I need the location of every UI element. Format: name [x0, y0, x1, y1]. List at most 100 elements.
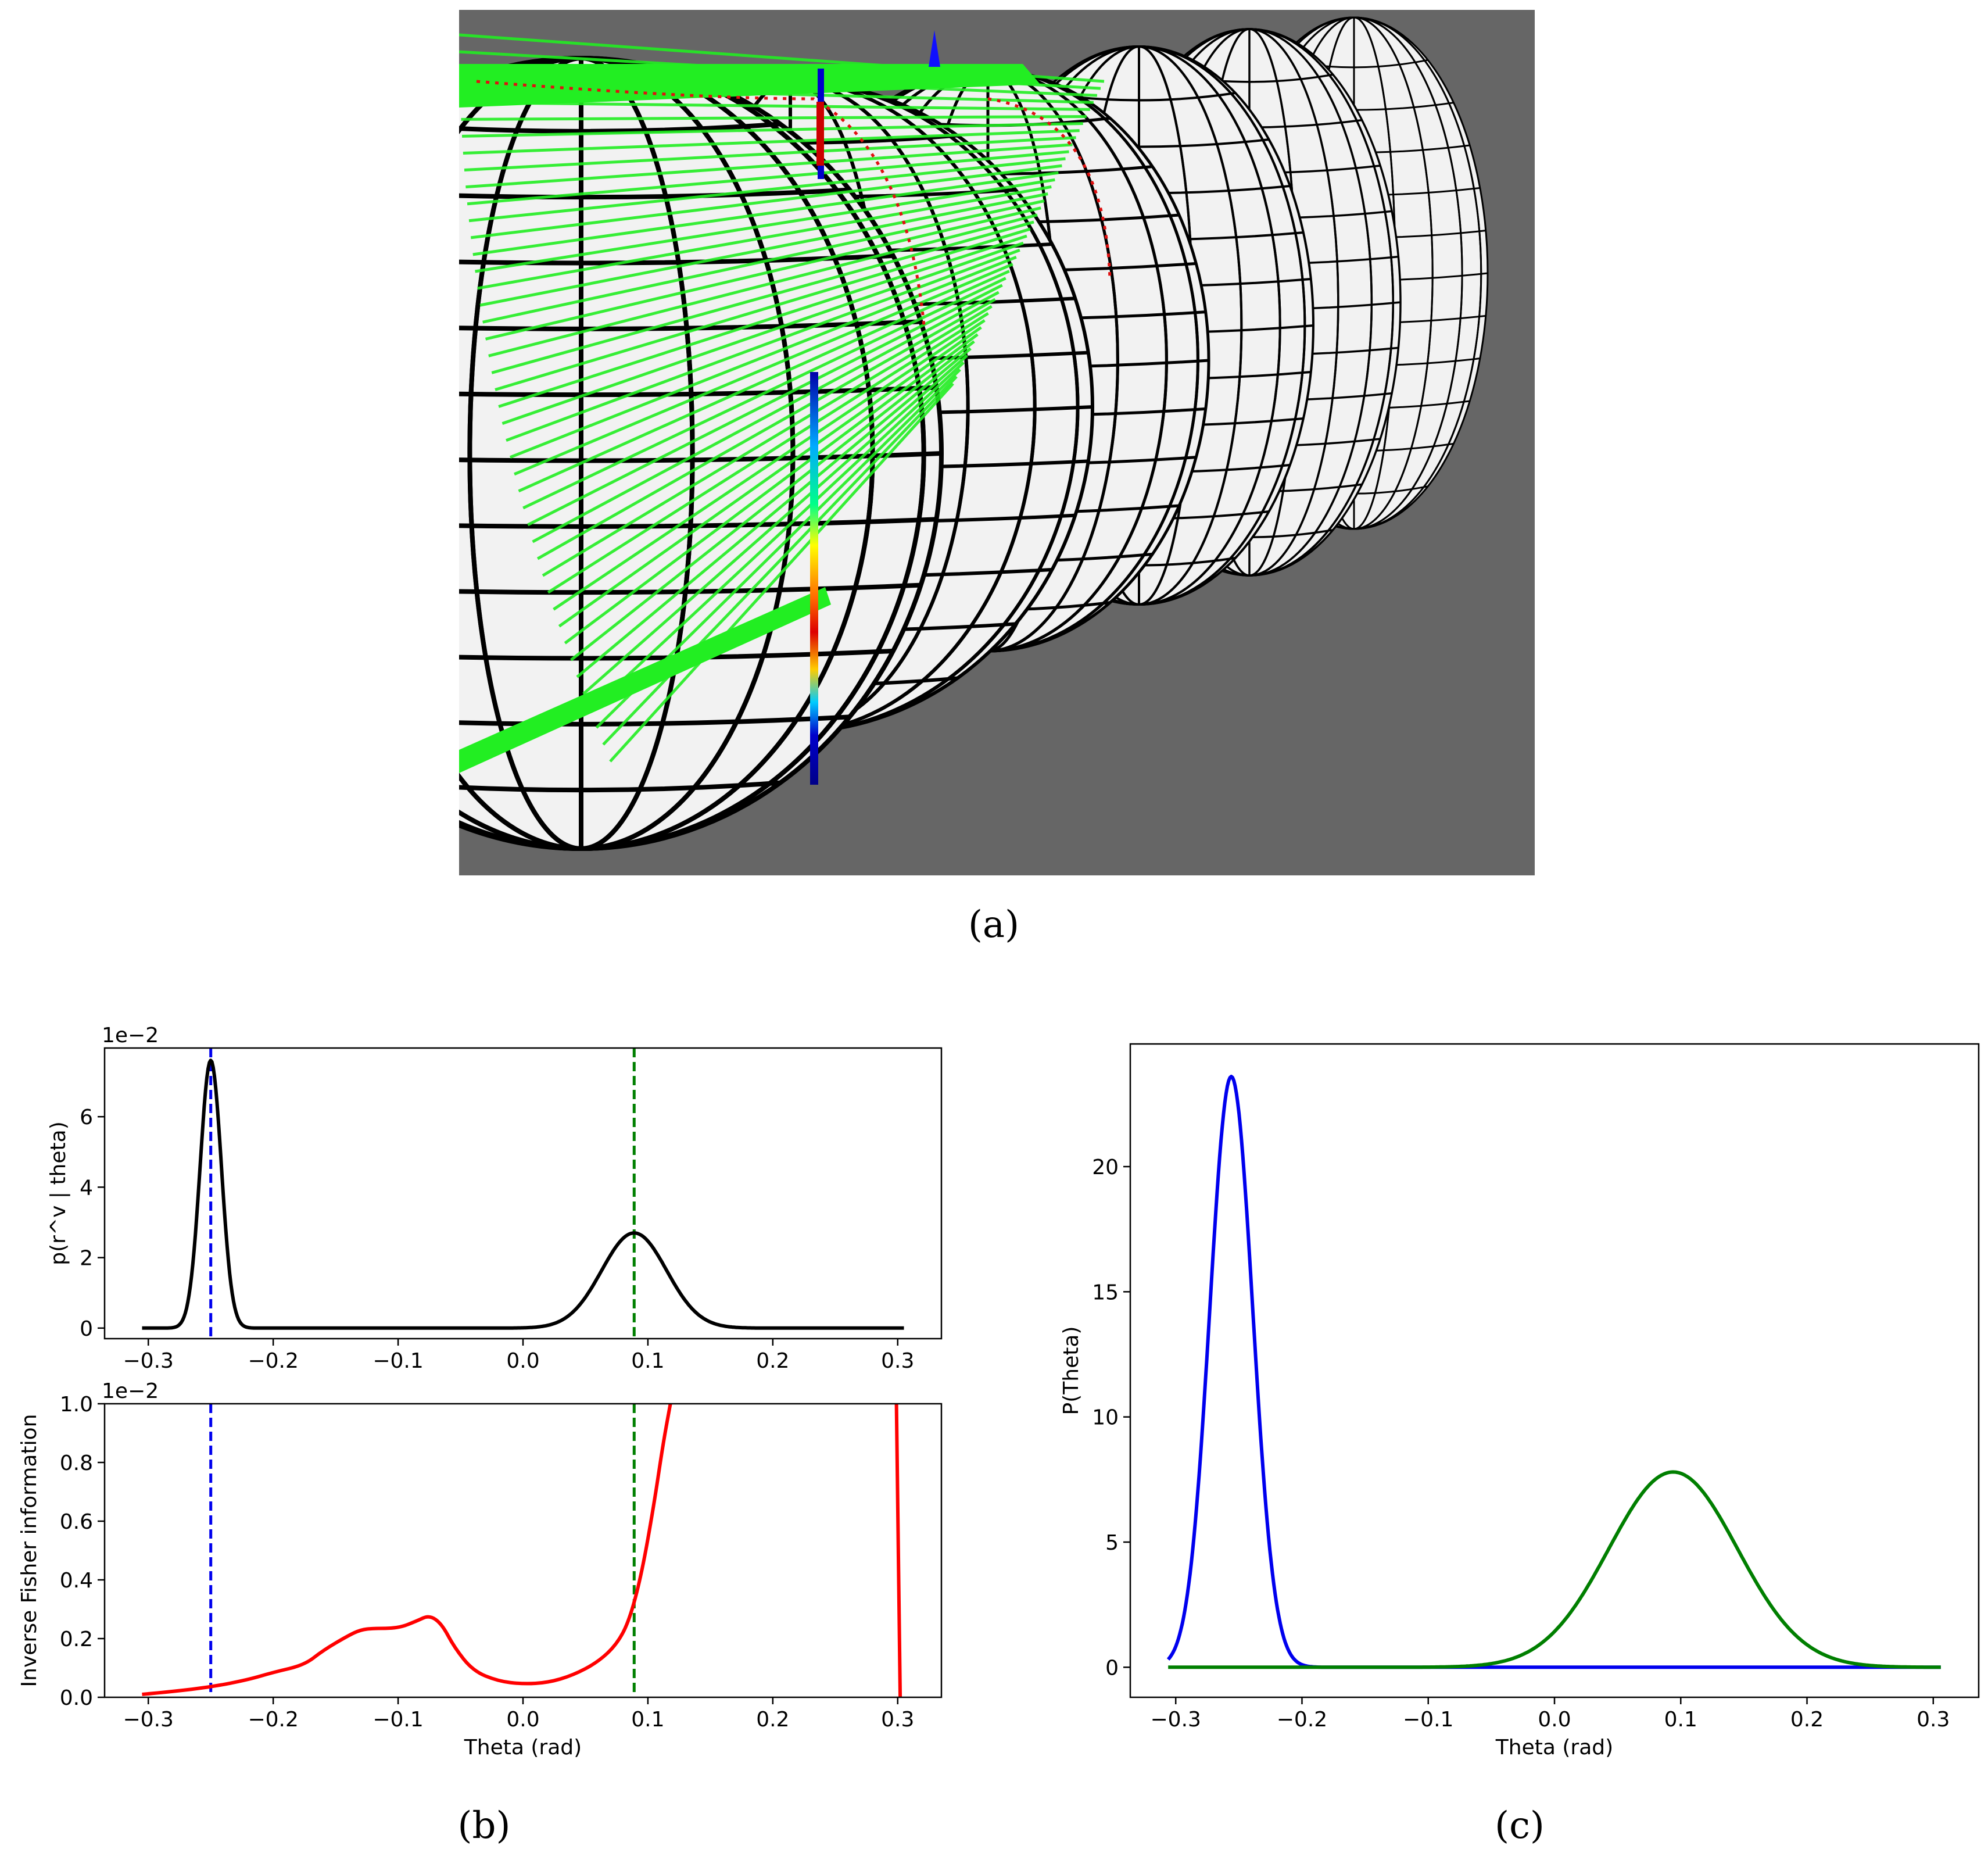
ray — [609, 382, 954, 763]
ray — [472, 171, 1059, 256]
red-dotted-contour — [476, 80, 1112, 326]
likelihood-axes-frame — [103, 1047, 943, 1340]
y-tick-label: 1.0 — [60, 1393, 93, 1417]
x-tick-label: 0.1 — [631, 1349, 664, 1373]
posterior-y-label: P(Theta) — [1059, 1326, 1083, 1415]
ray — [461, 115, 1087, 121]
y-tick-label: 15 — [1092, 1281, 1119, 1304]
ray — [542, 305, 993, 577]
ray — [491, 220, 1034, 374]
mesh-parallel — [459, 780, 781, 793]
ray — [488, 213, 1038, 357]
ray — [527, 284, 1003, 527]
probe-lower — [810, 372, 818, 785]
x-tick-label: 0.3 — [881, 1708, 914, 1732]
x-tick-label: 0.1 — [631, 1708, 664, 1732]
x-tick-label: 0.0 — [506, 1708, 539, 1732]
ray — [470, 164, 1062, 239]
ray — [553, 319, 986, 611]
ray — [467, 150, 1069, 206]
mesh-parallel — [459, 187, 850, 200]
ray — [509, 256, 1017, 459]
y-tick-label: 5 — [1105, 1531, 1119, 1555]
x-tick-label: 0.2 — [756, 1349, 789, 1373]
ray — [485, 206, 1041, 341]
x-tick-label: 0.0 — [506, 1349, 539, 1373]
ray — [498, 234, 1027, 408]
mesh-parallel — [459, 517, 937, 529]
ray-fan-top — [459, 64, 1040, 108]
ray — [465, 143, 1073, 189]
likelihood-plot: −0.3 −0.2 −0.1 0.0 0.1 0.2 0.3 0 2 4 6 1e−2 p(r^v … — [46, 1024, 943, 1373]
y-tick-label: 0.0 — [60, 1686, 93, 1710]
x-tick-label: −0.2 — [1277, 1708, 1327, 1732]
ray — [522, 277, 1006, 510]
likelihood-ticks: −0.3 −0.2 −0.1 0.0 0.1 0.2 0.3 0 2 4 6 — [80, 1106, 914, 1373]
ray — [464, 136, 1076, 172]
caption-a: (a) — [968, 903, 1019, 946]
ray — [564, 333, 979, 645]
series-line — [141, 1058, 905, 1330]
y-tick-label: 0.6 — [60, 1510, 93, 1534]
fisher-axes-frame — [103, 1403, 943, 1698]
mesh-parallel — [459, 714, 850, 727]
x-tick-label: 0.3 — [881, 1349, 914, 1373]
y-tick-label: 0.8 — [60, 1451, 93, 1475]
mesh-render-panel — [459, 10, 1535, 875]
probe-upper-red — [816, 102, 824, 166]
mesh-parallel — [459, 649, 894, 661]
series-line — [894, 1404, 902, 1697]
fisher-x-label: Theta (rad) — [464, 1736, 582, 1759]
ray — [482, 199, 1045, 324]
y-tick-label: 0 — [1105, 1656, 1119, 1680]
mesh-parallel — [459, 451, 942, 463]
ray — [569, 340, 975, 661]
likelihood-reference-lines — [209, 1048, 636, 1339]
probe-tip-marker — [929, 30, 940, 67]
x-tick-label: −0.2 — [248, 1708, 298, 1732]
ray — [514, 263, 1013, 476]
y-tick-label: 4 — [80, 1176, 93, 1200]
ray — [602, 375, 958, 746]
fisher-plot: −0.3 −0.2 −0.1 0.0 0.1 0.2 0.3 0.0 0.2 0.4 0.6 0.8 1… — [17, 1379, 943, 1759]
y-tick-label: 0.4 — [60, 1569, 93, 1593]
ray — [475, 178, 1055, 273]
ray — [495, 227, 1031, 391]
dotted-contour — [987, 97, 1112, 280]
ray — [462, 122, 1083, 138]
series-line — [142, 1404, 672, 1696]
posterior-series — [1166, 1075, 1942, 1669]
caption-c: (c) — [1495, 1804, 1545, 1847]
fisher-ticks: −0.3 −0.2 −0.1 0.0 0.1 0.2 0.3 0.0 0.2 0.4 0.6 0.8 1… — [60, 1393, 915, 1732]
fisher-y-label: Inverse Fisher information — [17, 1414, 41, 1687]
green-rays — [459, 33, 1105, 773]
ray — [460, 101, 1090, 111]
mesh-parallel — [459, 121, 781, 134]
ray — [463, 129, 1080, 155]
fisher-offset-text: 1e−2 — [102, 1379, 159, 1403]
y-tick-label: 10 — [1092, 1406, 1119, 1430]
likelihood-y-label: p(r^v | theta) — [46, 1121, 70, 1265]
ray — [468, 157, 1066, 223]
x-tick-label: −0.2 — [248, 1349, 298, 1373]
ray — [506, 248, 1020, 442]
posterior-plot: −0.3 −0.2 −0.1 0.0 0.1 0.2 0.3 0 5 10 15 20 P(Theta… — [1059, 1043, 1980, 1759]
ray — [589, 361, 965, 712]
x-tick-label: 0.1 — [1664, 1708, 1697, 1732]
y-tick-label: 2 — [80, 1247, 93, 1271]
x-tick-label: −0.1 — [372, 1349, 423, 1373]
fisher-series — [142, 1404, 902, 1697]
dotted-contour — [476, 80, 926, 326]
x-tick-label: 0.0 — [1538, 1708, 1571, 1732]
series-line — [1167, 1470, 1942, 1669]
posterior-x-label: Theta (rad) — [1495, 1736, 1613, 1759]
mesh-parallel — [459, 253, 894, 266]
x-tick-label: −0.3 — [123, 1708, 174, 1732]
x-tick-label: 0.2 — [756, 1708, 789, 1732]
ray — [502, 241, 1024, 425]
likelihood-series — [141, 1058, 905, 1330]
x-tick-label: −0.1 — [372, 1708, 423, 1732]
probe-line — [810, 30, 940, 785]
ray — [576, 347, 972, 678]
